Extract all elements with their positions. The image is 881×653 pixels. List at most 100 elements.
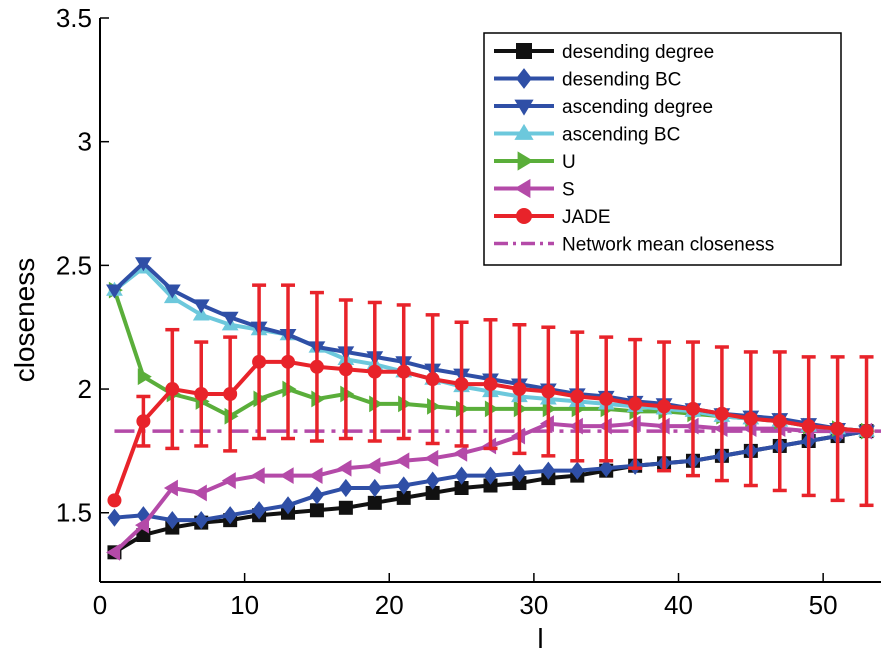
data-point	[367, 495, 382, 510]
data-point	[396, 364, 411, 379]
data-point	[338, 478, 353, 498]
data-point	[252, 354, 267, 369]
x-tick-label: 30	[519, 590, 548, 620]
legend: desending degree desending BC ascending de…	[483, 32, 842, 266]
data-point	[425, 485, 440, 500]
data-point	[250, 467, 265, 485]
legend-entry: ascending degree	[494, 97, 713, 118]
data-point	[541, 384, 556, 399]
y-tick-label: 3	[78, 127, 92, 157]
data-point	[367, 364, 382, 379]
data-point	[454, 466, 469, 485]
data-point	[367, 478, 382, 498]
data-point	[281, 496, 296, 515]
axes-box	[99, 18, 881, 583]
data-point	[252, 501, 267, 520]
data-point	[137, 368, 152, 386]
legend-label: U	[562, 152, 576, 173]
data-point	[107, 508, 122, 527]
data-point	[107, 493, 122, 508]
data-point	[714, 406, 729, 421]
data-point	[483, 377, 498, 392]
y-tick-label: 2.5	[56, 250, 92, 280]
data-point	[106, 543, 121, 561]
data-point	[396, 490, 411, 505]
data-point	[338, 500, 353, 515]
data-point	[338, 362, 353, 377]
data-point	[309, 359, 324, 374]
data-point	[599, 391, 614, 406]
data-point	[454, 377, 469, 392]
data-point	[772, 414, 787, 429]
legend-entry: desending degree	[494, 42, 714, 63]
data-point	[194, 387, 209, 401]
x-tick-label: 40	[664, 590, 693, 620]
data-point	[628, 396, 643, 411]
data-point	[165, 382, 180, 397]
y-axis-label: closeness	[9, 258, 40, 383]
data-point	[136, 414, 151, 429]
data-point	[337, 459, 352, 477]
data-point	[192, 306, 210, 321]
legend-label: Network mean closeness	[562, 235, 774, 256]
data-point	[395, 452, 410, 470]
series-jade	[107, 283, 874, 508]
legend-marker	[514, 99, 534, 116]
y-tick-label: 3.5	[56, 3, 92, 33]
legend-entry: S	[494, 178, 575, 201]
data-point	[483, 466, 498, 485]
legend-marker	[514, 123, 534, 140]
legend-entry: JADE	[494, 207, 611, 228]
data-point	[801, 419, 816, 434]
data-point	[163, 284, 181, 299]
x-tick-label: 50	[809, 590, 838, 620]
data-point	[136, 506, 151, 525]
legend-marker	[516, 208, 532, 224]
legend-entry: U	[494, 151, 576, 173]
data-point	[570, 389, 585, 404]
data-point	[134, 257, 152, 272]
legend-label: desending degree	[562, 42, 714, 63]
series-layer	[106, 257, 875, 561]
data-point	[512, 382, 527, 397]
data-point	[657, 399, 672, 414]
data-point	[425, 471, 440, 490]
legend-entry: Network mean closeness	[494, 235, 774, 256]
data-point	[454, 481, 469, 495]
data-point	[192, 299, 210, 314]
legend-marker	[516, 43, 532, 59]
legend-label: desending BC	[562, 70, 681, 91]
data-point	[221, 472, 236, 489]
data-point	[570, 461, 585, 480]
legend-label: JADE	[562, 207, 611, 228]
x-tick-label: 10	[230, 590, 259, 620]
legend-label: ascending BC	[562, 125, 680, 146]
data-point	[134, 516, 149, 534]
data-point	[165, 511, 180, 530]
data-point	[192, 484, 207, 502]
data-point	[512, 476, 527, 491]
data-point	[308, 467, 323, 485]
legend-marker	[516, 68, 532, 89]
data-point	[541, 461, 556, 480]
y-tick-label: 2	[78, 374, 92, 404]
x-tick-label: 20	[375, 590, 404, 620]
data-point	[425, 372, 440, 387]
data-point	[221, 311, 239, 326]
data-point	[223, 506, 238, 525]
data-point	[223, 387, 238, 401]
legend-label: ascending degree	[562, 97, 713, 118]
x-tick-label: 0	[93, 590, 107, 620]
data-point	[309, 486, 324, 505]
data-point	[453, 444, 468, 462]
ticks-layer: 0 10 20 30 40 50 1.5 2 2.5 3 3.5	[56, 3, 838, 620]
data-point	[309, 503, 324, 518]
legend-label: S	[562, 180, 575, 201]
data-point	[281, 354, 296, 369]
legend-marker	[517, 151, 534, 171]
data-point	[279, 467, 294, 485]
data-point	[512, 464, 527, 483]
data-point	[859, 424, 874, 439]
legend-box	[483, 32, 842, 266]
